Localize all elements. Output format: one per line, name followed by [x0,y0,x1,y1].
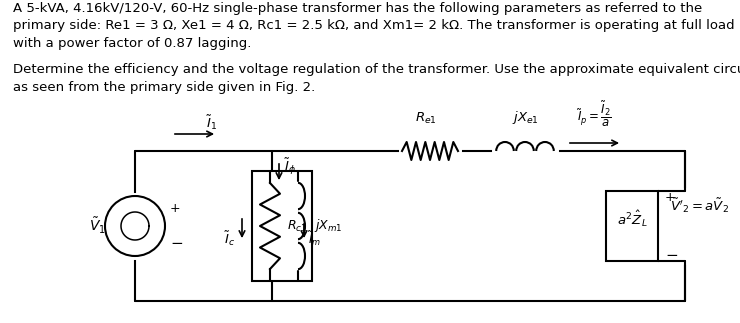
Text: $jX_{e1}$: $jX_{e1}$ [511,109,539,126]
Bar [606,191,658,261]
Text: −: − [170,236,183,252]
Text: +: + [170,202,181,214]
Text: −: − [665,247,678,263]
Text: Determine the efficiency and the voltage regulation of the transformer. Use the : Determine the efficiency and the voltage… [13,63,740,76]
Text: as seen from the primary side given in Fig. 2.: as seen from the primary side given in F… [13,81,315,94]
Text: primary side: Re1 = 3 Ω, Xe1 = 4 Ω, Rc1 = 2.5 kΩ, and Xm1= 2 kΩ. The transformer: primary side: Re1 = 3 Ω, Xe1 = 4 Ω, Rc1 … [13,19,735,32]
Text: $R_{e1}$: $R_{e1}$ [415,111,437,126]
Text: +: + [665,191,676,203]
Text: $\tilde{I}_p = \dfrac{\tilde{I}_2}{a}$: $\tilde{I}_p = \dfrac{\tilde{I}_2}{a}$ [577,100,612,129]
Text: $\tilde{I}_c$: $\tilde{I}_c$ [224,229,235,248]
Bar [252,171,312,281]
Text: $\tilde{V}_1$: $\tilde{V}_1$ [89,216,105,236]
Text: $\tilde{I}_\phi$: $\tilde{I}_\phi$ [284,157,296,177]
Text: with a power factor of 0.87 lagging.: with a power factor of 0.87 lagging. [13,37,252,50]
Text: $jX_{m1}$: $jX_{m1}$ [314,217,343,234]
Text: $\tilde{I}_1$: $\tilde{I}_1$ [206,113,218,132]
Text: $\tilde{V}'_2 = a\tilde{V}_2$: $\tilde{V}'_2 = a\tilde{V}_2$ [670,197,729,215]
Text: A 5-kVA, 4.16kV/120-V, 60-Hz single-phase transformer has the following paramete: A 5-kVA, 4.16kV/120-V, 60-Hz single-phas… [13,2,702,15]
Text: $\tilde{I}_m$: $\tilde{I}_m$ [308,230,321,248]
Text: $R_{c1}$: $R_{c1}$ [287,218,307,234]
Text: $a^2\hat{Z}_L$: $a^2\hat{Z}_L$ [616,209,648,229]
